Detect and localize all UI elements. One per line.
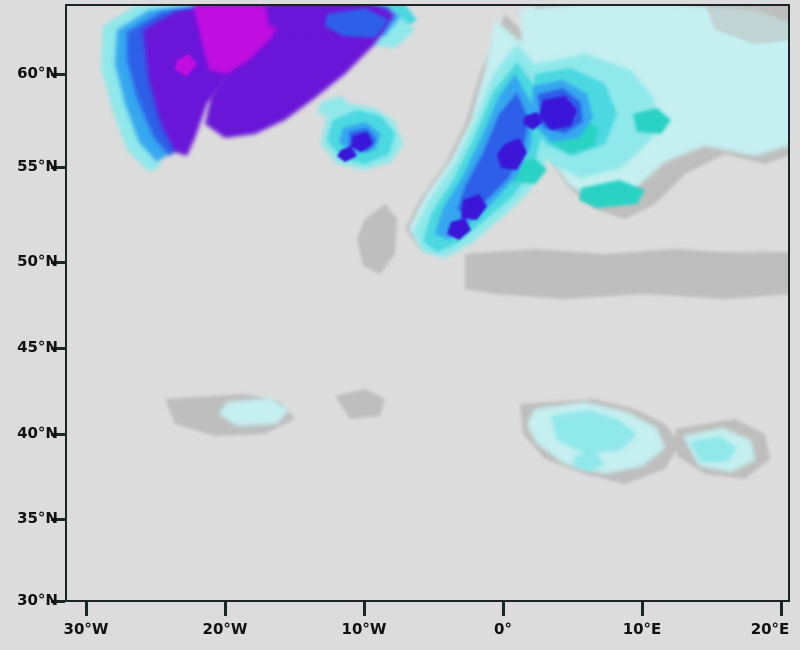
- x-tick-30w: [85, 602, 88, 616]
- contour-level-very-high: [337, 96, 577, 240]
- x-tick-label-10e: 10°E: [622, 620, 662, 638]
- y-tick-50n: [51, 261, 65, 264]
- y-tick-55n: [51, 166, 65, 169]
- x-tick-label-20w: 20°W: [202, 620, 248, 638]
- x-tick-label-0: 0°: [494, 620, 512, 638]
- map-axes[interactable]: [65, 4, 790, 602]
- x-tick-0: [502, 602, 505, 616]
- map-plot-area: [67, 6, 788, 600]
- y-tick-40n: [51, 433, 65, 436]
- x-tick-20e: [780, 602, 783, 616]
- y-tick-45n: [51, 347, 65, 350]
- x-tick-label-10w: 10°W: [341, 620, 387, 638]
- x-tick-label-30w: 30°W: [63, 620, 109, 638]
- y-tick-35n: [51, 518, 65, 521]
- y-tick-label-35n: 35°N: [17, 509, 58, 527]
- greenland-contours: [101, 6, 415, 172]
- y-tick-30n: [51, 600, 65, 603]
- x-tick-10e: [641, 602, 644, 616]
- x-tick-20w: [224, 602, 227, 616]
- x-tick-label-20e: 20°E: [750, 620, 790, 638]
- coastline-shading: [665, 6, 788, 294]
- x-tick-10w: [363, 602, 366, 616]
- map-raster: [67, 6, 788, 600]
- y-tick-label-30n: 30°N: [17, 591, 58, 609]
- y-tick-label-40n: 40°N: [17, 424, 58, 442]
- y-tick-60n: [51, 73, 65, 76]
- y-tick-label-55n: 55°N: [17, 157, 58, 175]
- y-tick-label-60n: 60°N: [17, 64, 58, 82]
- y-tick-label-45n: 45°N: [17, 338, 58, 356]
- y-tick-label-50n: 50°N: [17, 252, 58, 270]
